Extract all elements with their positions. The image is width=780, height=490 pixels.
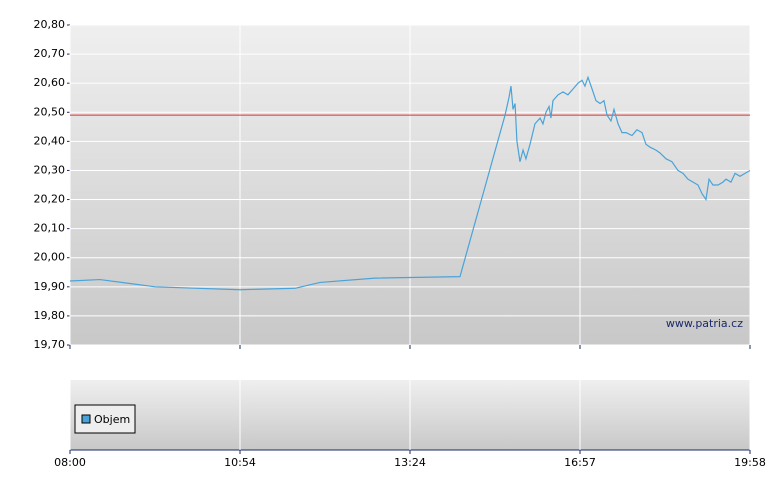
grid: 19,70 19,80 19,90 20,00 20,10 20,20 20,30 20,40… <box>34 18 766 469</box>
x-tick-label: 16:57 <box>564 456 596 469</box>
y-tick-label: 20,20 <box>34 193 66 206</box>
x-tick-label: 08:00 <box>54 456 86 469</box>
y-tick-label: 20,60 <box>34 76 66 89</box>
y-tick-label: 19,80 <box>34 309 66 322</box>
y-tick-label: 20,10 <box>34 222 66 235</box>
x-tick-label: 13:24 <box>394 456 426 469</box>
watermark: www.patria.cz <box>666 317 743 330</box>
y-tick-label: 20,50 <box>34 105 66 118</box>
marks <box>69 75 751 291</box>
legend-swatch <box>81 414 91 424</box>
x-tick-label: 19:58 <box>734 456 766 469</box>
y-tick-label: 20,70 <box>34 47 66 60</box>
legend-label: Objem <box>94 413 130 426</box>
x-tick-label: 10:54 <box>224 456 256 469</box>
y-tick-label: 20,30 <box>34 163 66 176</box>
y-tick-label: 20,80 <box>34 18 66 31</box>
y-tick-label: 20,00 <box>34 251 66 264</box>
y-tick-label: 19,90 <box>34 280 66 293</box>
price-line <box>69 75 751 291</box>
y-tick-label: 20,40 <box>34 134 66 147</box>
y-tick-label: 19,70 <box>34 338 66 351</box>
